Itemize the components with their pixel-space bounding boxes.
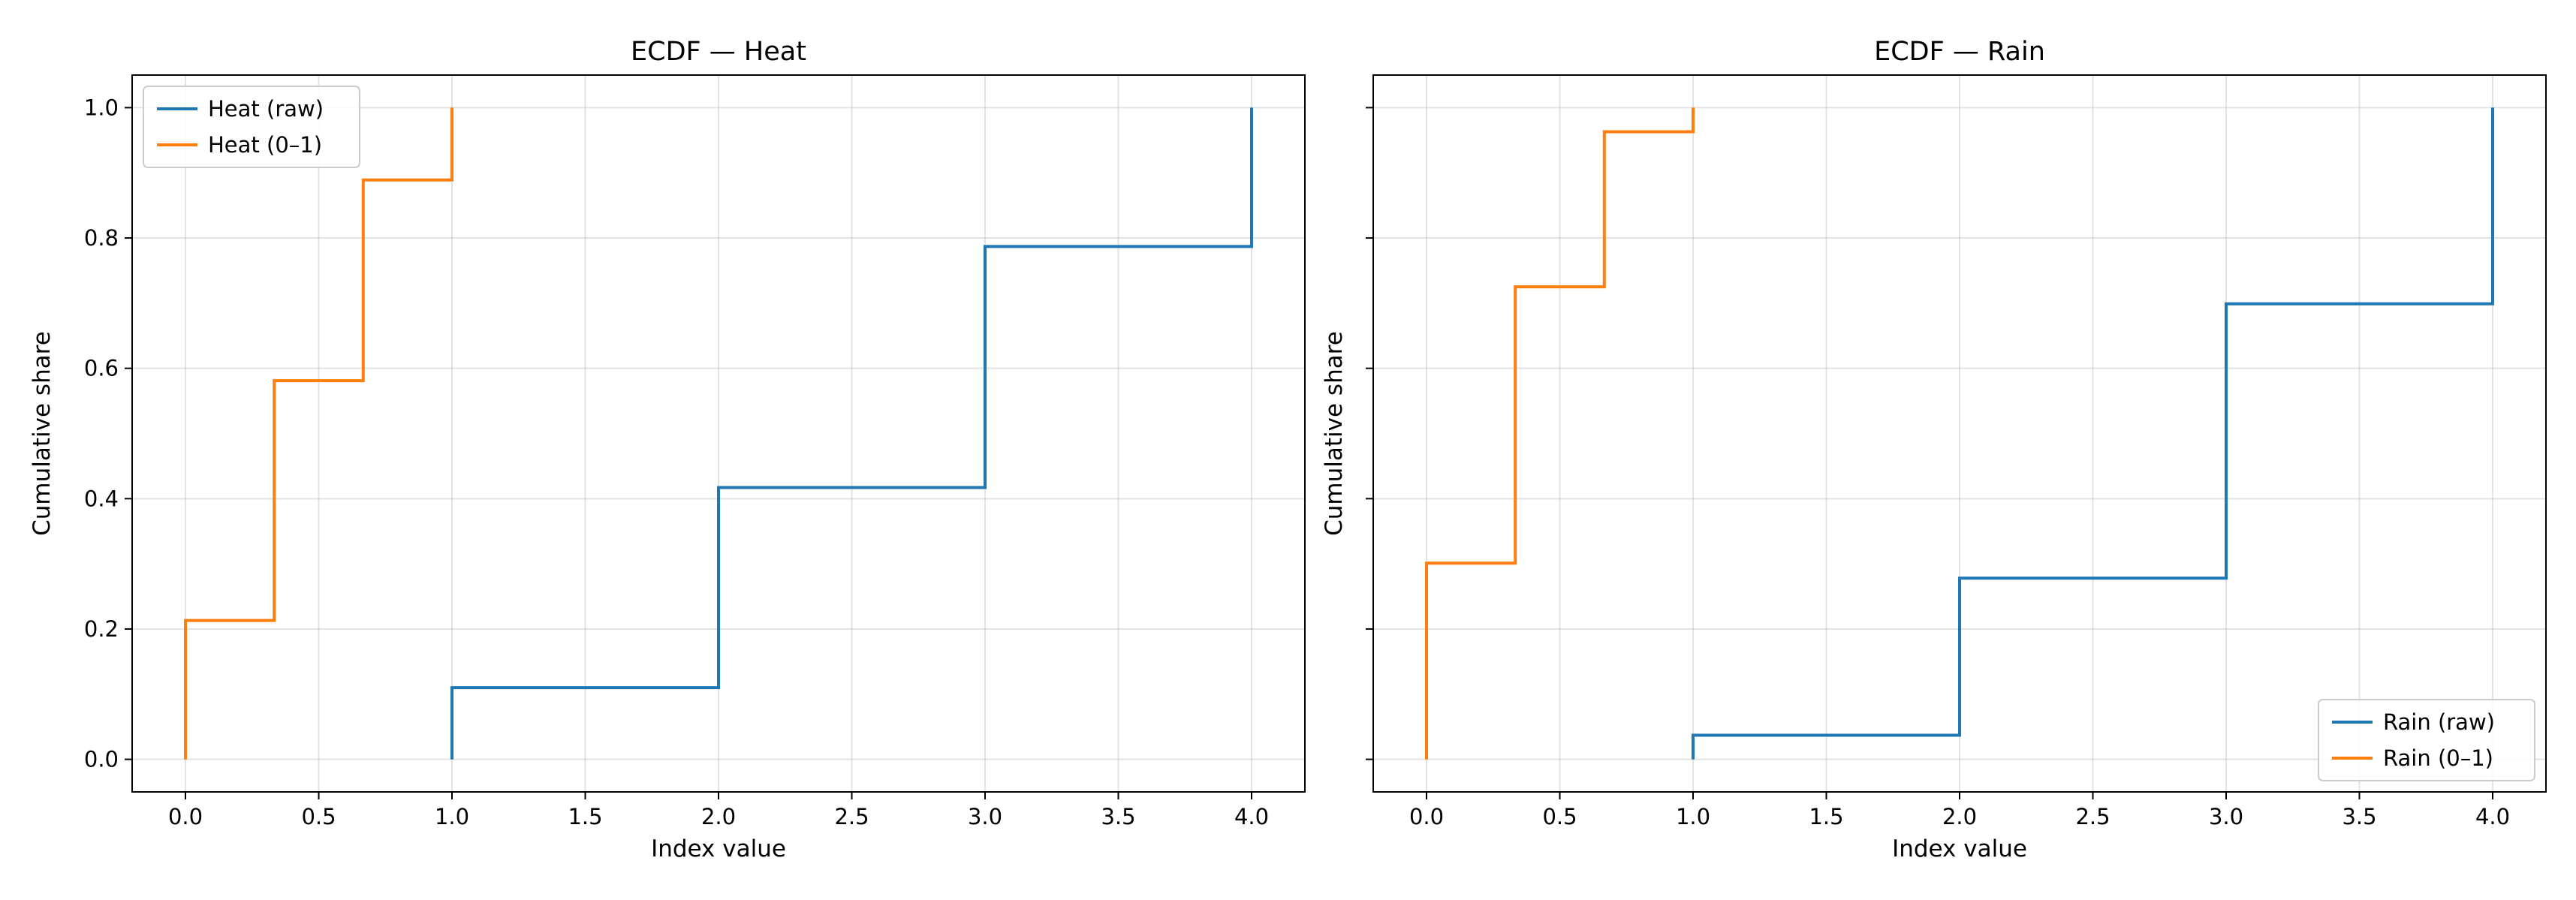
x-tick-label: 1.5 <box>568 804 602 829</box>
y-tick-label: 0.2 <box>84 616 119 642</box>
series-line-2 <box>1425 107 1695 760</box>
x-tick-label: 1.0 <box>1676 804 1710 829</box>
legend-label-1: Rain (raw) <box>2383 709 2495 735</box>
chart-panel-2: 0.0 0.5 1.0 1.5 2.0 2.5 3.0 3.5 4.0 ECDF — Rain In… <box>1321 37 2547 862</box>
x-axis-label: Index value <box>651 835 786 862</box>
x-axis-label: Index value <box>1892 835 2027 862</box>
legend-box <box>143 86 360 168</box>
legend-label-1: Heat (raw) <box>208 96 324 122</box>
x-tick-label: 2.5 <box>2075 804 2110 829</box>
x-tick-label: 1.5 <box>1809 804 1843 829</box>
y-axis-label: Cumulative share <box>29 331 56 536</box>
y-tick-label: 0.4 <box>84 486 119 511</box>
series-line-2 <box>184 107 453 760</box>
chart-title: ECDF — Heat <box>631 37 806 67</box>
x-tick-label: 2.0 <box>1942 804 1977 829</box>
x-tick-label: 3.5 <box>2342 804 2376 829</box>
series-line-1 <box>450 107 1253 760</box>
x-tick-label: 3.5 <box>1101 804 1135 829</box>
x-tick-label: 0.5 <box>301 804 336 829</box>
series-line-1 <box>1692 107 2494 760</box>
legend: Heat (raw) Heat (0–1) <box>143 86 360 168</box>
x-tick-label: 2.0 <box>701 804 736 829</box>
x-tick-label: 0.0 <box>1409 804 1444 829</box>
y-axis-label: Cumulative share <box>1321 331 1348 536</box>
legend-label-2: Heat (0–1) <box>208 132 322 158</box>
chart-title: ECDF — Rain <box>1874 37 2045 67</box>
x-tick-label: 2.5 <box>834 804 869 829</box>
x-tick-label: 0.5 <box>1542 804 1577 829</box>
x-tick-label: 0.0 <box>168 804 203 829</box>
y-tick-label: 0.6 <box>84 356 119 381</box>
x-tick-label: 4.0 <box>1234 804 1269 829</box>
y-tick-label: 0.0 <box>84 747 119 772</box>
legend: Rain (raw) Rain (0–1) <box>2318 699 2535 781</box>
legend-box <box>2318 699 2535 781</box>
x-tick-label: 3.0 <box>2209 804 2243 829</box>
y-tick-label: 1.0 <box>84 95 119 120</box>
x-tick-label: 4.0 <box>2475 804 2510 829</box>
y-tick-label: 0.8 <box>84 225 119 251</box>
x-tick-label: 3.0 <box>968 804 1002 829</box>
x-tick-label: 1.0 <box>435 804 469 829</box>
chart-panel-1: 0.0 0.5 1.0 1.5 2.0 2.5 3.0 3.5 4.0 0.0 0.2 0.4 0.6 0… <box>29 37 1306 862</box>
legend-label-2: Rain (0–1) <box>2383 745 2493 771</box>
